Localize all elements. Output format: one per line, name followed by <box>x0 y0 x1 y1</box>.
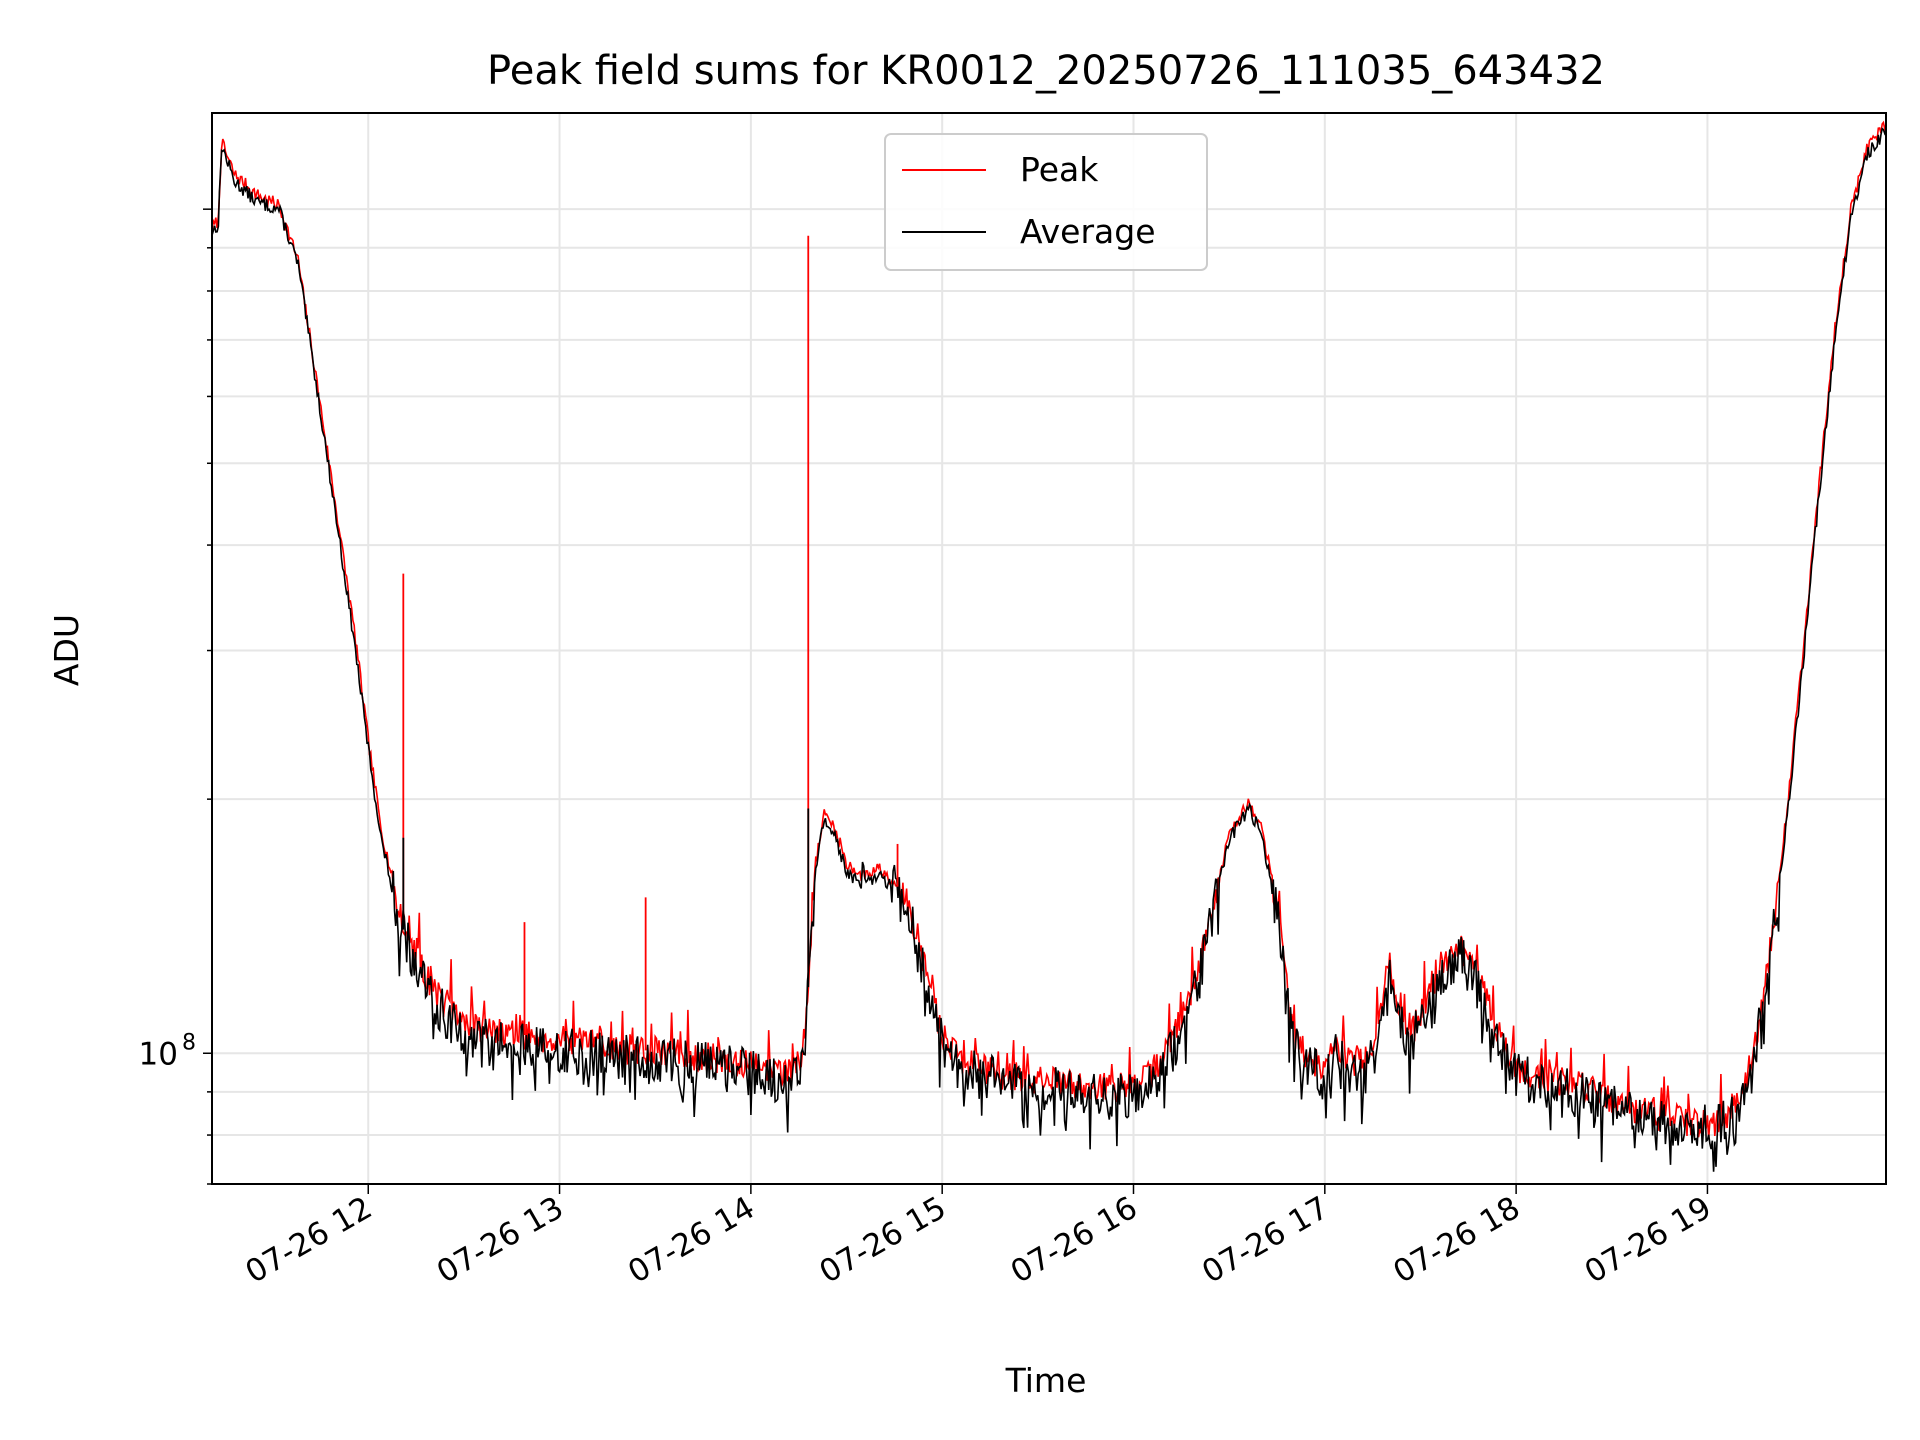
grid <box>212 113 1886 1185</box>
legend-frame <box>884 133 1208 271</box>
y-axis-label: ADU <box>47 614 86 686</box>
plot-area <box>211 120 1887 1172</box>
x-axis-label: Time <box>1005 1361 1087 1400</box>
series-line-average <box>211 127 1887 1172</box>
x-tick-label: 07-26 12 <box>240 1190 379 1291</box>
x-tick-label: 07-26 13 <box>431 1190 570 1291</box>
axis-ticks: 10 8 07-26 12 07-26 13 07-26 14 07-26 15 07-26… <box>139 208 1718 1291</box>
legend-label-average: Average <box>1020 212 1156 251</box>
legend: Peak Average <box>884 133 1208 271</box>
x-tick-label: 07-26 17 <box>1196 1190 1335 1291</box>
plot-frame <box>211 112 1887 1185</box>
x-tick-label: 07-26 18 <box>1387 1190 1526 1291</box>
series-line-peak <box>211 120 1887 1139</box>
x-tick-label: 07-26 15 <box>813 1190 952 1291</box>
x-tick-label: 07-26 16 <box>1005 1190 1144 1291</box>
legend-label-peak: Peak <box>1020 150 1099 189</box>
chart-title: Peak field sums for KR0012_20250726_1110… <box>487 48 1605 94</box>
x-tick-label: 07-26 19 <box>1579 1190 1718 1291</box>
y-tick-label-exponent: 8 <box>182 1030 196 1055</box>
x-tick-label: 07-26 14 <box>622 1190 761 1291</box>
y-tick-label: 10 <box>139 1036 178 1072</box>
